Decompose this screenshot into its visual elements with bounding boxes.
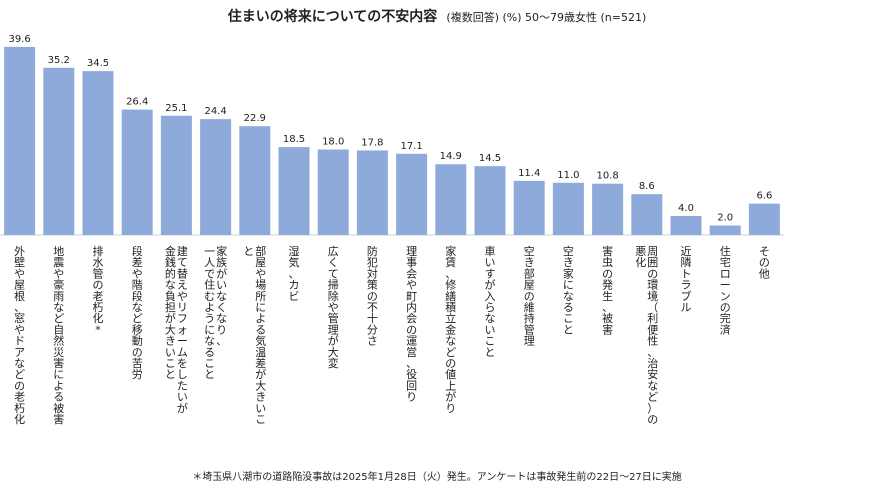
value-label-2: 35.2 [48,55,70,66]
category-label-8-col-1: 湿気、カビ [289,245,300,303]
category-label-14-col-1: 空き部屋の維持管理 [524,244,535,348]
bar-4 [121,109,153,235]
category-label-3-col-1: 排水管の老朽化* [93,244,104,336]
category-label-16-col-1: 害虫の発生、被害 [602,244,613,336]
value-label-12: 14.9 [440,151,462,162]
bar-15 [552,182,584,235]
category-label-13: 車いすが入らないこと [485,244,496,359]
category-label-19: 住宅ローンの完済 [720,244,731,336]
category-label-1-col-1: 外壁や屋根、窓やドアなどの老朽化 [14,245,25,426]
category-label-15-col-1: 空き家になること [563,244,574,336]
bar-1 [4,46,36,236]
value-label-15: 11.0 [557,170,579,181]
category-label-15: 空き家になること [563,244,574,336]
value-label-16: 10.8 [596,171,618,182]
value-label-8: 18.5 [283,134,305,145]
category-label-12-col-1: 家賃、修繕積立金などの値上がり [445,244,456,415]
bar-8 [278,147,310,235]
bar-13 [474,166,506,235]
value-label-10: 17.8 [361,137,383,148]
category-label-14: 空き部屋の維持管理 [524,244,535,348]
category-label-2: 地震や豪雨など自然災害による被害 [53,245,64,426]
category-label-20: その他 [759,245,770,280]
chart-title-block: 住まいの将来についての不安内容 (複数回答) (%) 50～79歳女性 (n=5… [0,6,874,26]
bar-16 [592,183,624,235]
category-label-11-col-1: 理事会や町内会の運営、役回り [406,245,417,404]
bar-17 [631,194,663,235]
value-label-3: 34.5 [87,58,109,69]
bar-20 [748,203,780,235]
value-label-19: 2.0 [717,213,733,224]
category-label-4-col-1: 段差や階段など移動の苦労 [132,244,143,381]
bar-6 [200,119,232,235]
value-label-9: 18.0 [322,137,344,148]
category-label-5-col-1: 建て替えやリフォームをしたいが [177,244,188,415]
category-label-5-col-2: 金銭的な負担が大きいこと [165,244,176,381]
category-label-8: 湿気、カビ [289,245,300,303]
bar-19 [709,225,741,235]
category-label-10: 防犯対策の不十分さ [367,244,378,348]
chart-subtitle: (複数回答) (%) 50～79歳女性 (n=521) [446,11,647,24]
value-label-6: 24.4 [204,106,226,117]
category-label-19-col-1: 住宅ローンの完済 [720,244,731,336]
bar-2 [43,67,75,235]
footnote: ＊埼玉県八潮市の道路陥没事故は2025年1月28日（火）発生。アンケートは事故発… [192,472,682,483]
value-label-18: 4.0 [678,203,694,214]
category-label-12: 家賃、修繕積立金などの値上がり [445,244,456,415]
value-label-13: 14.5 [479,153,501,164]
category-label-17-col-2: 悪化 [635,245,646,269]
bar-12 [435,164,467,235]
category-label-16: 害虫の発生、被害 [602,244,613,336]
category-label-18: 近隣トラブル [681,245,692,314]
value-label-11: 17.1 [400,141,422,152]
bar-9 [317,149,349,235]
value-label-14: 11.4 [518,168,540,179]
bar-3 [82,71,114,235]
category-label-9-col-1: 広くて掃除や管理が大変 [328,245,339,370]
category-label-17: 周囲の環境（利便性、治安など）の悪化 [635,245,658,426]
category-label-11: 理事会や町内会の運営、役回り [406,245,417,404]
bar-11 [396,153,428,235]
category-label-20-col-1: その他 [759,245,770,280]
value-label-20: 6.6 [756,191,772,202]
category-label-3: 排水管の老朽化* [93,244,104,336]
category-label-17-col-1: 周囲の環境（利便性、治安など）の [647,245,658,426]
bar-18 [670,216,702,235]
category-label-2-col-1: 地震や豪雨など自然災害による被害 [53,245,64,426]
value-label-17: 8.6 [639,181,655,192]
category-label-18-col-1: 近隣トラブル [681,245,692,314]
category-label-6: 家族がいなくなり、一人で住むようになること [204,244,227,381]
category-label-1: 外壁や屋根、窓やドアなどの老朽化 [14,245,25,426]
value-label-1: 39.6 [8,34,30,45]
category-label-7-col-2: と [243,245,254,258]
category-label-6-col-1: 家族がいなくなり、 [216,244,227,348]
category-label-7-col-1: 部屋や場所による気温差が大きいこ [255,244,266,426]
category-label-9: 広くて掃除や管理が大変 [328,245,339,370]
value-label-5: 25.1 [165,103,187,114]
category-label-10-col-1: 防犯対策の不十分さ [367,244,378,348]
value-label-4: 26.4 [126,97,148,108]
bar-7 [239,126,271,235]
chart-title: 住まいの将来についての不安内容 [227,9,438,25]
category-label-4: 段差や階段など移動の苦労 [132,244,143,381]
value-label-7: 22.9 [244,113,266,124]
category-label-6-col-2: 一人で住むようになること [204,245,215,381]
bar-14 [513,180,545,235]
category-label-13-col-1: 車いすが入らないこと [485,244,496,359]
bar-5 [160,115,192,235]
bar-10 [356,150,388,235]
